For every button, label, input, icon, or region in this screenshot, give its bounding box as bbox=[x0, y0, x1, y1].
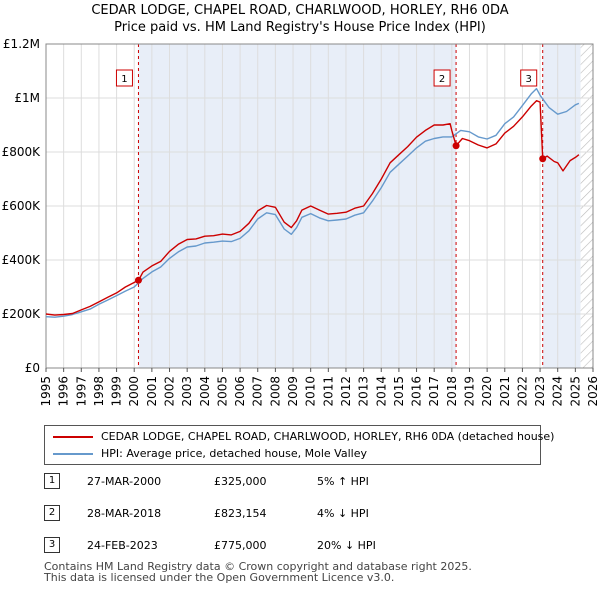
chart-title: CEDAR LODGE, CHAPEL ROAD, CHARLWOOD, HOR… bbox=[91, 3, 509, 18]
y-tick-label: £1.2M bbox=[3, 37, 40, 51]
sale-hpi-diff: 5% ↑ HPI bbox=[317, 475, 369, 488]
x-tick-label: 2010 bbox=[304, 376, 318, 407]
property-price-line bbox=[45, 99, 580, 316]
x-tick-label: 1998 bbox=[92, 376, 106, 407]
chart-subtitle: Price paid vs. HM Land Registry's House … bbox=[114, 20, 486, 35]
x-tick-label: 2008 bbox=[268, 376, 282, 407]
x-tick-label: 1999 bbox=[110, 376, 124, 407]
legend-label-hpi: HPI: Average price, detached house, Mole… bbox=[101, 447, 367, 460]
legend-swatch-property bbox=[53, 436, 93, 438]
x-tick-label: 1996 bbox=[57, 376, 71, 407]
sale-hpi-diff: 20% ↓ HPI bbox=[317, 539, 376, 552]
y-tick-label: £600K bbox=[2, 199, 42, 213]
y-tick-label: £200K bbox=[2, 307, 42, 321]
sale-point bbox=[134, 276, 142, 284]
table-row: 1 27-MAR-2000 £325,000 5% ↑ HPI bbox=[44, 472, 444, 492]
x-tick-label: 2025 bbox=[568, 376, 582, 407]
x-tick-label: 2026 bbox=[586, 376, 600, 407]
x-tick-label: 1995 bbox=[39, 376, 53, 407]
plot-frame bbox=[45, 43, 594, 369]
sale-label-number: 3 bbox=[526, 74, 532, 85]
sale-price: £325,000 bbox=[214, 475, 267, 488]
x-tick-label: 2023 bbox=[533, 376, 547, 407]
footer-licence: This data is licensed under the Open Gov… bbox=[44, 571, 395, 584]
legend-label-property: CEDAR LODGE, CHAPEL ROAD, CHARLWOOD, HOR… bbox=[101, 430, 555, 443]
y-tick-label: £400K bbox=[2, 253, 42, 267]
x-tick-label: 2006 bbox=[233, 376, 247, 407]
x-tick-label: 2000 bbox=[127, 376, 141, 407]
x-tick-label: 2024 bbox=[551, 376, 565, 407]
x-tick-label: 1997 bbox=[74, 376, 88, 407]
sale-number-badge: 3 bbox=[44, 537, 60, 553]
x-tick-label: 2002 bbox=[163, 376, 177, 407]
sale-point bbox=[452, 142, 460, 150]
sale-price: £823,154 bbox=[214, 507, 267, 520]
x-tick-label: 2007 bbox=[251, 376, 265, 407]
sale-date: 28-MAR-2018 bbox=[87, 507, 162, 520]
x-tick-label: 2016 bbox=[410, 376, 424, 407]
x-tick-label: 2003 bbox=[180, 376, 194, 407]
x-tick-label: 2021 bbox=[498, 376, 512, 407]
sale-number-badge: 1 bbox=[44, 473, 60, 489]
footer: Contains HM Land Registry data © Crown c… bbox=[44, 561, 564, 583]
sale-label-number: 2 bbox=[439, 74, 445, 85]
legend-swatch-hpi bbox=[53, 453, 93, 455]
y-tick-label: £1M bbox=[14, 91, 40, 105]
table-row: 2 28-MAR-2018 £823,154 4% ↓ HPI bbox=[44, 504, 444, 524]
x-tick-label: 2020 bbox=[480, 376, 494, 407]
sale-date: 27-MAR-2000 bbox=[87, 475, 162, 488]
x-tick-label: 2005 bbox=[215, 376, 229, 407]
y-tick-label: £800K bbox=[2, 145, 42, 159]
x-tick-label: 2017 bbox=[427, 376, 441, 407]
sale-label-number: 1 bbox=[121, 74, 127, 85]
x-tick-label: 2015 bbox=[392, 376, 406, 407]
x-tick-label: 2019 bbox=[462, 376, 476, 407]
sale-label-box bbox=[520, 69, 538, 87]
sale-price: £775,000 bbox=[214, 539, 267, 552]
x-tick-label: 2004 bbox=[198, 376, 212, 407]
footer-copyright: Contains HM Land Registry data © Crown c… bbox=[44, 560, 472, 573]
x-tick-label: 2018 bbox=[445, 376, 459, 407]
x-tick-label: 2012 bbox=[339, 376, 353, 407]
x-tick-label: 2001 bbox=[145, 376, 159, 407]
x-tick-label: 2014 bbox=[374, 376, 388, 407]
sale-number-badge: 2 bbox=[44, 505, 60, 521]
table-row: 3 24-FEB-2023 £775,000 20% ↓ HPI bbox=[44, 536, 444, 556]
y-tick-label: £0 bbox=[25, 361, 40, 375]
sale-hpi-diff: 4% ↓ HPI bbox=[317, 507, 369, 520]
sale-label-box bbox=[115, 69, 133, 87]
x-tick-label: 2009 bbox=[286, 376, 300, 407]
sale-point bbox=[539, 155, 547, 163]
sale-date: 24-FEB-2023 bbox=[87, 539, 158, 552]
x-tick-label: 2011 bbox=[321, 376, 335, 407]
x-tick-label: 2022 bbox=[515, 376, 529, 407]
x-tick-label: 2013 bbox=[357, 376, 371, 407]
sale-label-box bbox=[433, 69, 451, 87]
legend: CEDAR LODGE, CHAPEL ROAD, CHARLWOOD, HOR… bbox=[44, 425, 554, 465]
